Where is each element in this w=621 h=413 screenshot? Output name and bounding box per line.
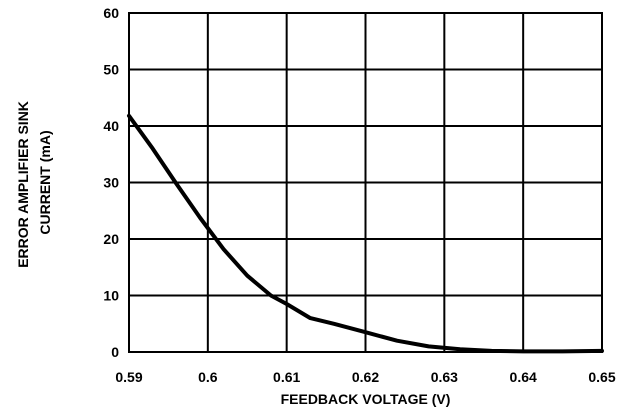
- series-group: [127, 113, 604, 354]
- y-tick-label: 0: [111, 344, 119, 360]
- y-tick-label: 10: [103, 288, 119, 304]
- x-tick-label: 0.62: [352, 369, 379, 385]
- x-axis-title: FEEDBACK VOLTAGE (V): [281, 391, 451, 407]
- x-tick-label: 0.64: [510, 369, 537, 385]
- x-tick-label: 0.6: [198, 369, 218, 385]
- y-axis-title: ERROR AMPLIFIER SINK CURRENT (mA): [15, 97, 53, 268]
- x-tick-label: 0.65: [588, 369, 615, 385]
- grid: [128, 12, 603, 353]
- y-axis-title-line-1: ERROR AMPLIFIER SINK: [15, 101, 31, 268]
- y-tick-label: 20: [103, 231, 119, 247]
- y-tick-label: 50: [103, 62, 119, 78]
- plot-frame: [128, 12, 603, 353]
- x-tick-label: 0.61: [273, 369, 300, 385]
- x-tick-label: 0.59: [115, 369, 142, 385]
- y-axis-title-line-2: CURRENT (mA): [37, 130, 53, 234]
- series-line: [127, 113, 604, 354]
- y-tick-label: 30: [103, 175, 119, 191]
- y-tick-label: 60: [103, 5, 119, 21]
- y-tick-label: 40: [103, 118, 119, 134]
- tick-labels: 0.59 0.6 0.61 0.62 0.63 0.64 0.65 0 10 20 30 40 50 60: [103, 5, 615, 385]
- x-tick-label: 0.63: [431, 369, 458, 385]
